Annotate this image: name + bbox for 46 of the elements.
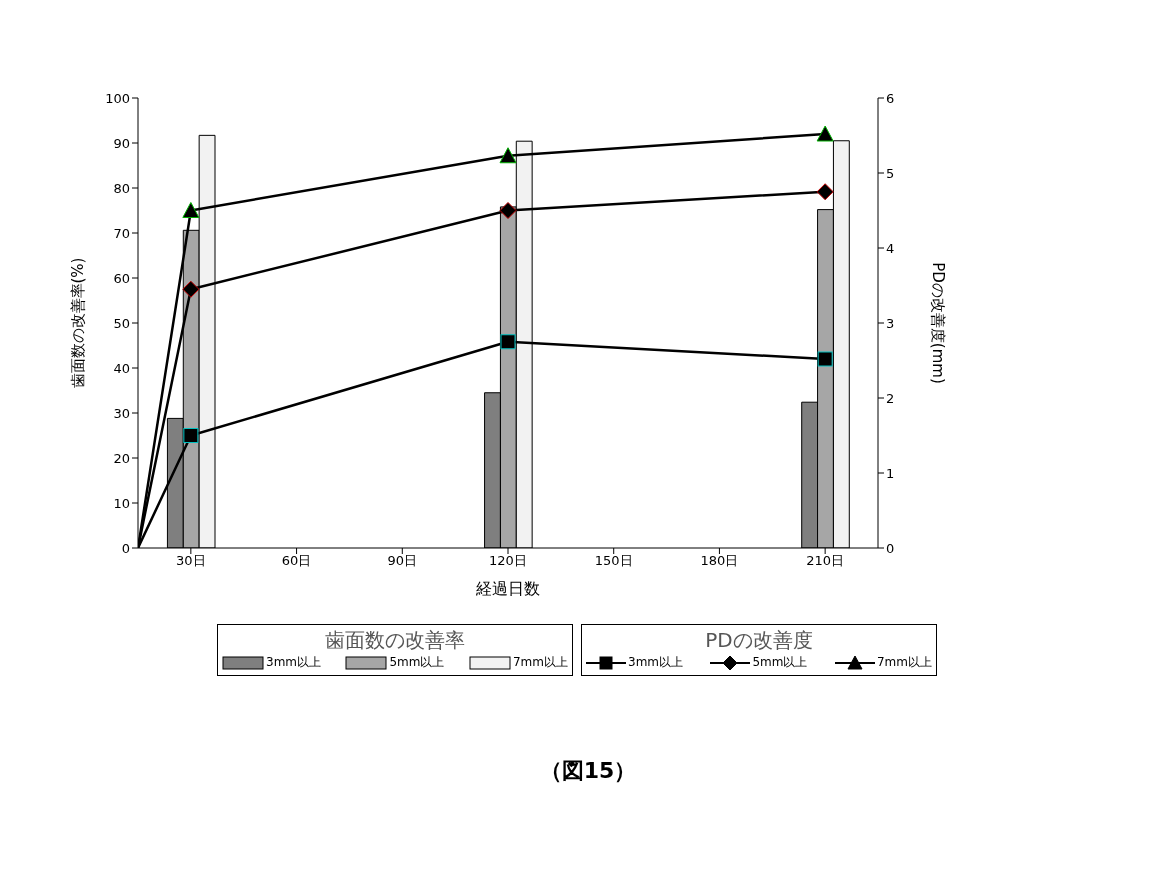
y-tick-label: 10	[113, 495, 130, 511]
y-tick-label: 0	[121, 540, 130, 556]
point	[182, 280, 200, 298]
y2-tick-label: 4	[886, 240, 895, 256]
legend-label: 7mm以上	[512, 654, 568, 671]
x-axis-title: 経過日数	[475, 579, 540, 598]
y2-tick-label: 3	[886, 315, 895, 331]
y-tick-label: 20	[113, 450, 130, 466]
x-tick-label: 180日	[700, 553, 739, 569]
point	[499, 147, 517, 164]
x-tick-label: 30日	[176, 553, 206, 569]
point	[500, 334, 516, 350]
y-tick-label: 40	[113, 360, 130, 376]
legend-label: 3mm以上	[266, 654, 322, 671]
x-tick-label: 60日	[281, 553, 312, 569]
x-tick-label: 120日	[489, 553, 527, 569]
y2-tick-label: 0	[886, 540, 895, 556]
text: PDの改善度	[704, 627, 814, 654]
legend-label: 3mm以上	[628, 654, 684, 671]
point	[499, 202, 517, 219]
point	[817, 351, 833, 367]
y2-tick-label: 5	[886, 165, 895, 181]
y-tick-label: 50	[113, 315, 130, 331]
y-tick-label: 90	[113, 135, 130, 151]
point	[182, 202, 200, 218]
y-tick-label: 100	[105, 90, 130, 106]
y2-axis-title: PDの改善度(mm)	[928, 262, 947, 384]
point	[816, 125, 834, 142]
y2-tick-label: 2	[886, 390, 895, 406]
x-tick-label: 150日	[594, 553, 633, 569]
legend-label: 5mm以上	[389, 654, 445, 671]
x-tick-label: 90日	[387, 553, 418, 569]
y-tick-label: 80	[113, 180, 130, 196]
y2-tick-label: 1	[886, 465, 895, 481]
y-tick-label: 30	[113, 405, 130, 421]
point	[816, 183, 834, 201]
y-tick-label: 60	[113, 270, 130, 286]
legend-title: 歯面数の改善率	[324, 627, 466, 654]
point	[183, 428, 199, 443]
legend-label: 5mm以上	[752, 654, 808, 671]
text: （図15）	[538, 757, 638, 785]
y2-tick-label: 6	[886, 90, 895, 106]
legend-label: 7mm以上	[876, 654, 932, 671]
x-tick-label: 210日	[806, 553, 845, 569]
y-tick-label: 70	[113, 225, 130, 241]
y-axis-title: 歯面数の改善率(%)	[69, 257, 88, 389]
